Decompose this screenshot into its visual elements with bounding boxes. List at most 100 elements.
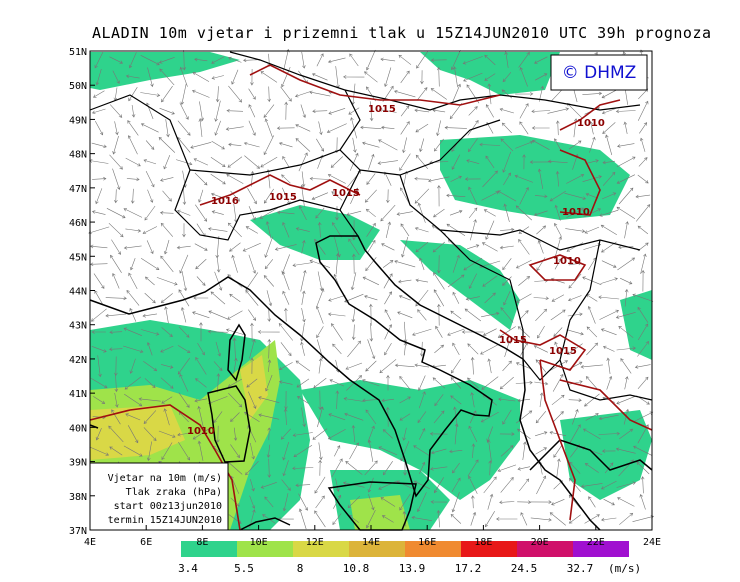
wind-arrow — [483, 476, 497, 494]
wind-arrow — [605, 134, 613, 156]
wind-arrow — [193, 296, 209, 300]
longitude-label: 8E — [196, 537, 208, 548]
wind-arrow — [366, 173, 376, 185]
wind-arrow — [480, 343, 500, 355]
wind-arrow — [313, 377, 327, 389]
wind-arrow — [161, 396, 173, 404]
wind-arrow — [616, 396, 636, 405]
wind-arrow — [601, 517, 617, 522]
wind-arrow — [123, 208, 143, 218]
wind-arrow — [501, 122, 512, 134]
wind-arrow — [384, 291, 392, 305]
wind-arrow — [635, 194, 651, 199]
wind-arrow — [515, 293, 532, 303]
info-line: Vjetar na 10m (m/s) — [108, 473, 222, 484]
wind-arrow — [617, 497, 635, 507]
wind-arrow — [257, 330, 280, 334]
wind-arrow — [500, 227, 515, 232]
wind-arrow — [250, 357, 254, 374]
wind-arrow — [556, 458, 561, 478]
isobar-label: 1015 — [332, 188, 360, 199]
wind-arrow — [533, 296, 549, 301]
wind-arrow — [230, 190, 240, 202]
wind-arrow — [641, 269, 645, 292]
wind-arrow — [584, 514, 600, 524]
wind-arrow — [450, 514, 462, 524]
wind-arrow — [485, 511, 495, 528]
wind-arrow — [297, 396, 309, 404]
wind-arrow — [384, 67, 392, 88]
wind-arrow — [531, 126, 550, 130]
wind-arrow — [347, 496, 361, 509]
wind-arrow — [566, 343, 583, 355]
wind-arrow — [348, 107, 360, 115]
longitude-label: 24E — [643, 537, 661, 548]
wind-arrow — [161, 442, 173, 460]
wind-arrow — [615, 312, 636, 319]
wind-arrow — [415, 241, 429, 253]
wind-arrow — [365, 360, 377, 372]
wind-arrow — [586, 326, 598, 338]
wind-arrow — [267, 427, 271, 441]
wind-arrow — [568, 273, 582, 289]
wind-arrow — [208, 227, 228, 232]
wind-arrow — [330, 156, 344, 168]
wind-arrow — [177, 357, 191, 375]
wind-arrow — [637, 341, 649, 357]
wind-arrow — [589, 136, 596, 153]
wind-arrow — [616, 481, 636, 488]
wind-arrow — [345, 362, 363, 370]
wind-arrow — [327, 174, 346, 184]
wind-arrow — [481, 311, 500, 318]
wind-arrow — [93, 396, 106, 404]
isobar-label: 1016 — [211, 196, 239, 207]
wind-arrow — [465, 296, 480, 301]
wind-arrow — [530, 517, 552, 522]
wind-arrow — [95, 188, 103, 205]
wind-arrow — [125, 228, 142, 233]
isobar-label: 1015 — [368, 104, 396, 115]
wind-arrow — [469, 410, 477, 424]
wind-arrow — [192, 428, 209, 440]
wind-arrow — [123, 327, 143, 336]
wind-arrow — [317, 221, 322, 238]
wind-arrow — [350, 187, 359, 205]
wind-arrow — [315, 207, 325, 219]
wind-arrow — [598, 414, 619, 421]
wind-arrow — [385, 221, 391, 238]
latitude-label: 38N — [69, 492, 87, 503]
wind-arrow — [434, 138, 444, 152]
wind-arrow — [617, 143, 635, 148]
wind-arrow — [382, 461, 393, 476]
wind-arrow — [299, 205, 307, 221]
wind-arrow — [197, 440, 204, 461]
wind-arrow — [470, 356, 475, 375]
wind-arrow — [584, 463, 599, 473]
wind-arrow — [464, 177, 481, 181]
wind-arrow — [245, 460, 259, 476]
wind-arrow — [450, 50, 461, 71]
wind-arrow — [95, 120, 104, 136]
wind-arrow — [264, 118, 273, 138]
wind-arrow — [399, 493, 411, 511]
wind-arrow — [552, 411, 564, 423]
wind-arrow — [284, 390, 288, 410]
info-line: Tlak zraka (hPa) — [126, 487, 222, 498]
wind-arrow — [585, 376, 598, 390]
wind-arrow — [352, 253, 356, 274]
wind-arrow — [259, 207, 279, 219]
wind-arrow — [444, 125, 467, 130]
wind-arrow — [635, 204, 651, 222]
wind-arrow — [415, 278, 429, 283]
wind-arrow — [145, 140, 155, 150]
wind-arrow — [278, 323, 294, 341]
wind-arrow — [298, 493, 308, 511]
wind-arrow — [160, 177, 174, 182]
wind-arrow — [159, 211, 174, 215]
wind-arrow — [144, 292, 156, 304]
wind-arrow — [292, 262, 314, 267]
isobar-label: 1015 — [549, 346, 577, 357]
wind-arrow — [467, 244, 480, 250]
wind-arrow — [600, 480, 617, 490]
wind-arrow — [315, 305, 324, 324]
